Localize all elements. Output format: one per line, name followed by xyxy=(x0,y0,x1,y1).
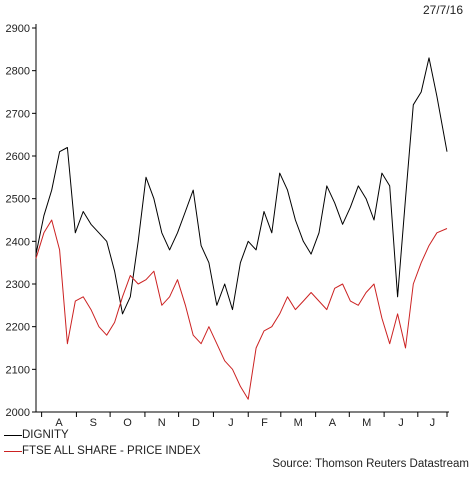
x-tick-label: J xyxy=(228,417,234,429)
series-line-ftse xyxy=(35,219,448,400)
x-tick-label: S xyxy=(90,417,97,429)
y-tick-label: 2100 xyxy=(6,364,30,376)
y-tick-label: 2200 xyxy=(6,322,30,334)
x-tick-label: A xyxy=(329,417,337,429)
legend-swatch-dignity xyxy=(4,435,22,436)
y-tick-label: 2900 xyxy=(6,23,30,35)
y-tick-label: 2600 xyxy=(6,151,30,163)
x-tick-label: O xyxy=(123,417,132,429)
x-tick-label: M xyxy=(362,417,371,429)
y-tick-label: 2800 xyxy=(6,66,30,78)
x-tick-label: M xyxy=(294,417,303,429)
x-tick-label: J xyxy=(430,417,436,429)
y-axis: 2000 2100 2200 2300 2400 2500 2600 2700 2800 2900 xyxy=(6,23,37,419)
y-tick-label: 2500 xyxy=(6,194,30,206)
series-lines xyxy=(35,57,448,400)
y-tick-label: 2000 xyxy=(6,407,30,419)
source-note: Source: Thomson Reuters Datastream xyxy=(272,458,469,470)
y-tick-label: 2400 xyxy=(6,236,30,248)
x-tick-label: N xyxy=(158,417,166,429)
date-stamp: 27/7/16 xyxy=(422,3,463,17)
x-tick-label: J xyxy=(398,417,404,429)
x-tick-label: A xyxy=(55,417,63,429)
x-tick-label: F xyxy=(261,417,268,429)
legend-label-dignity: DIGNITY xyxy=(22,429,69,441)
legend-label-ftse: FTSE ALL SHARE - PRICE INDEX xyxy=(22,445,201,457)
y-tick-label: 2700 xyxy=(6,108,30,120)
x-tick-label: D xyxy=(192,417,200,429)
legend-swatch-ftse xyxy=(4,451,22,452)
y-tick-label: 2300 xyxy=(6,279,30,291)
series-line-dignity xyxy=(35,57,448,315)
